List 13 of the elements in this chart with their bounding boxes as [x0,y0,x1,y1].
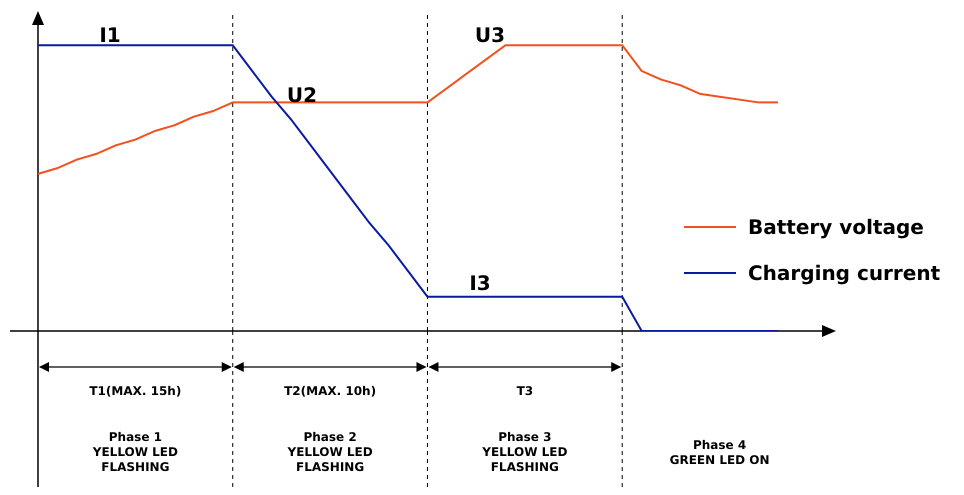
text: T1(MAX. 15h) [89,384,182,398]
annotation: I3 [469,271,491,295]
text: Phase 4 GREEN LED ON [670,438,770,467]
text: T2(MAX. 10h) [284,384,376,398]
legend-label: Charging current [748,261,940,285]
text: Phase 1 YELLOW LED FLASHING [92,430,178,474]
text: Phase 2 YELLOW LED FLASHING [286,430,373,474]
text: Phase 3 YELLOW LED FLASHING [481,430,568,474]
text: T3 [516,384,534,398]
annotation: U3 [474,23,506,47]
annotation: U2 [286,83,318,107]
annotation: I1 [99,23,121,47]
legend-label: Battery voltage [748,215,924,239]
